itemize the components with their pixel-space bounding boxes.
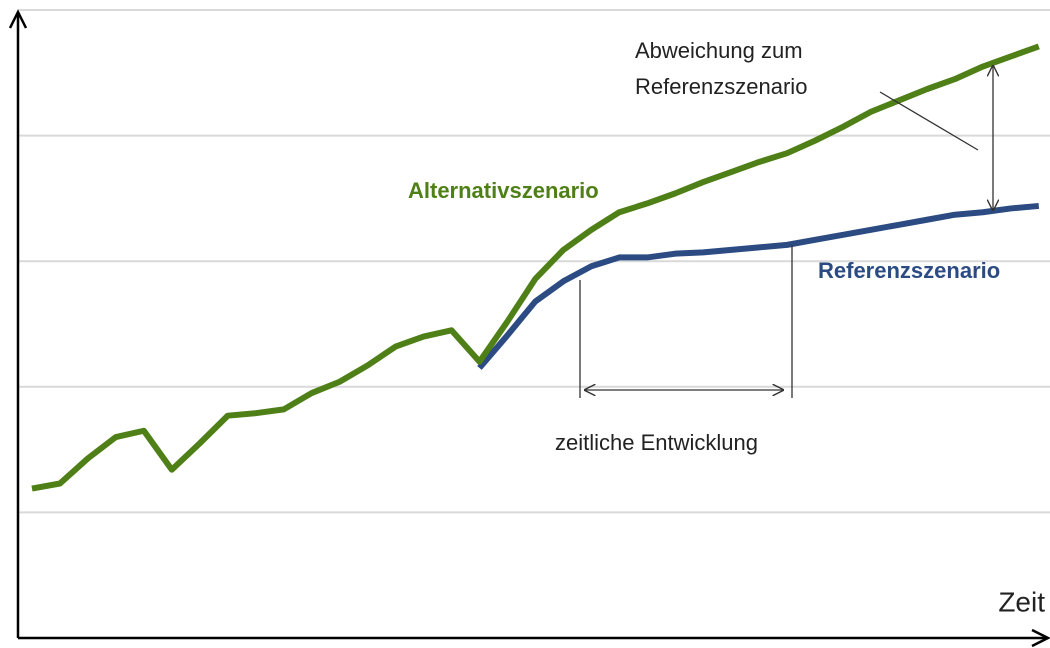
series-line <box>477 202 1040 370</box>
x-axis-arrow <box>1031 628 1050 648</box>
series-line <box>31 43 1040 492</box>
series-label: Referenzszenario <box>818 258 1000 283</box>
annotation: zeitliche Entwicklung <box>555 430 758 455</box>
annotation: Referenzszenario <box>635 74 807 99</box>
grid <box>18 9 1050 514</box>
leader-line <box>879 91 979 151</box>
annotation: Abweichung zum <box>635 38 803 63</box>
series-label: Alternativszenario <box>408 178 599 203</box>
lines <box>31 43 1040 492</box>
y-axis-arrow <box>8 9 28 29</box>
x-axis-label: Zeit <box>998 586 1045 617</box>
